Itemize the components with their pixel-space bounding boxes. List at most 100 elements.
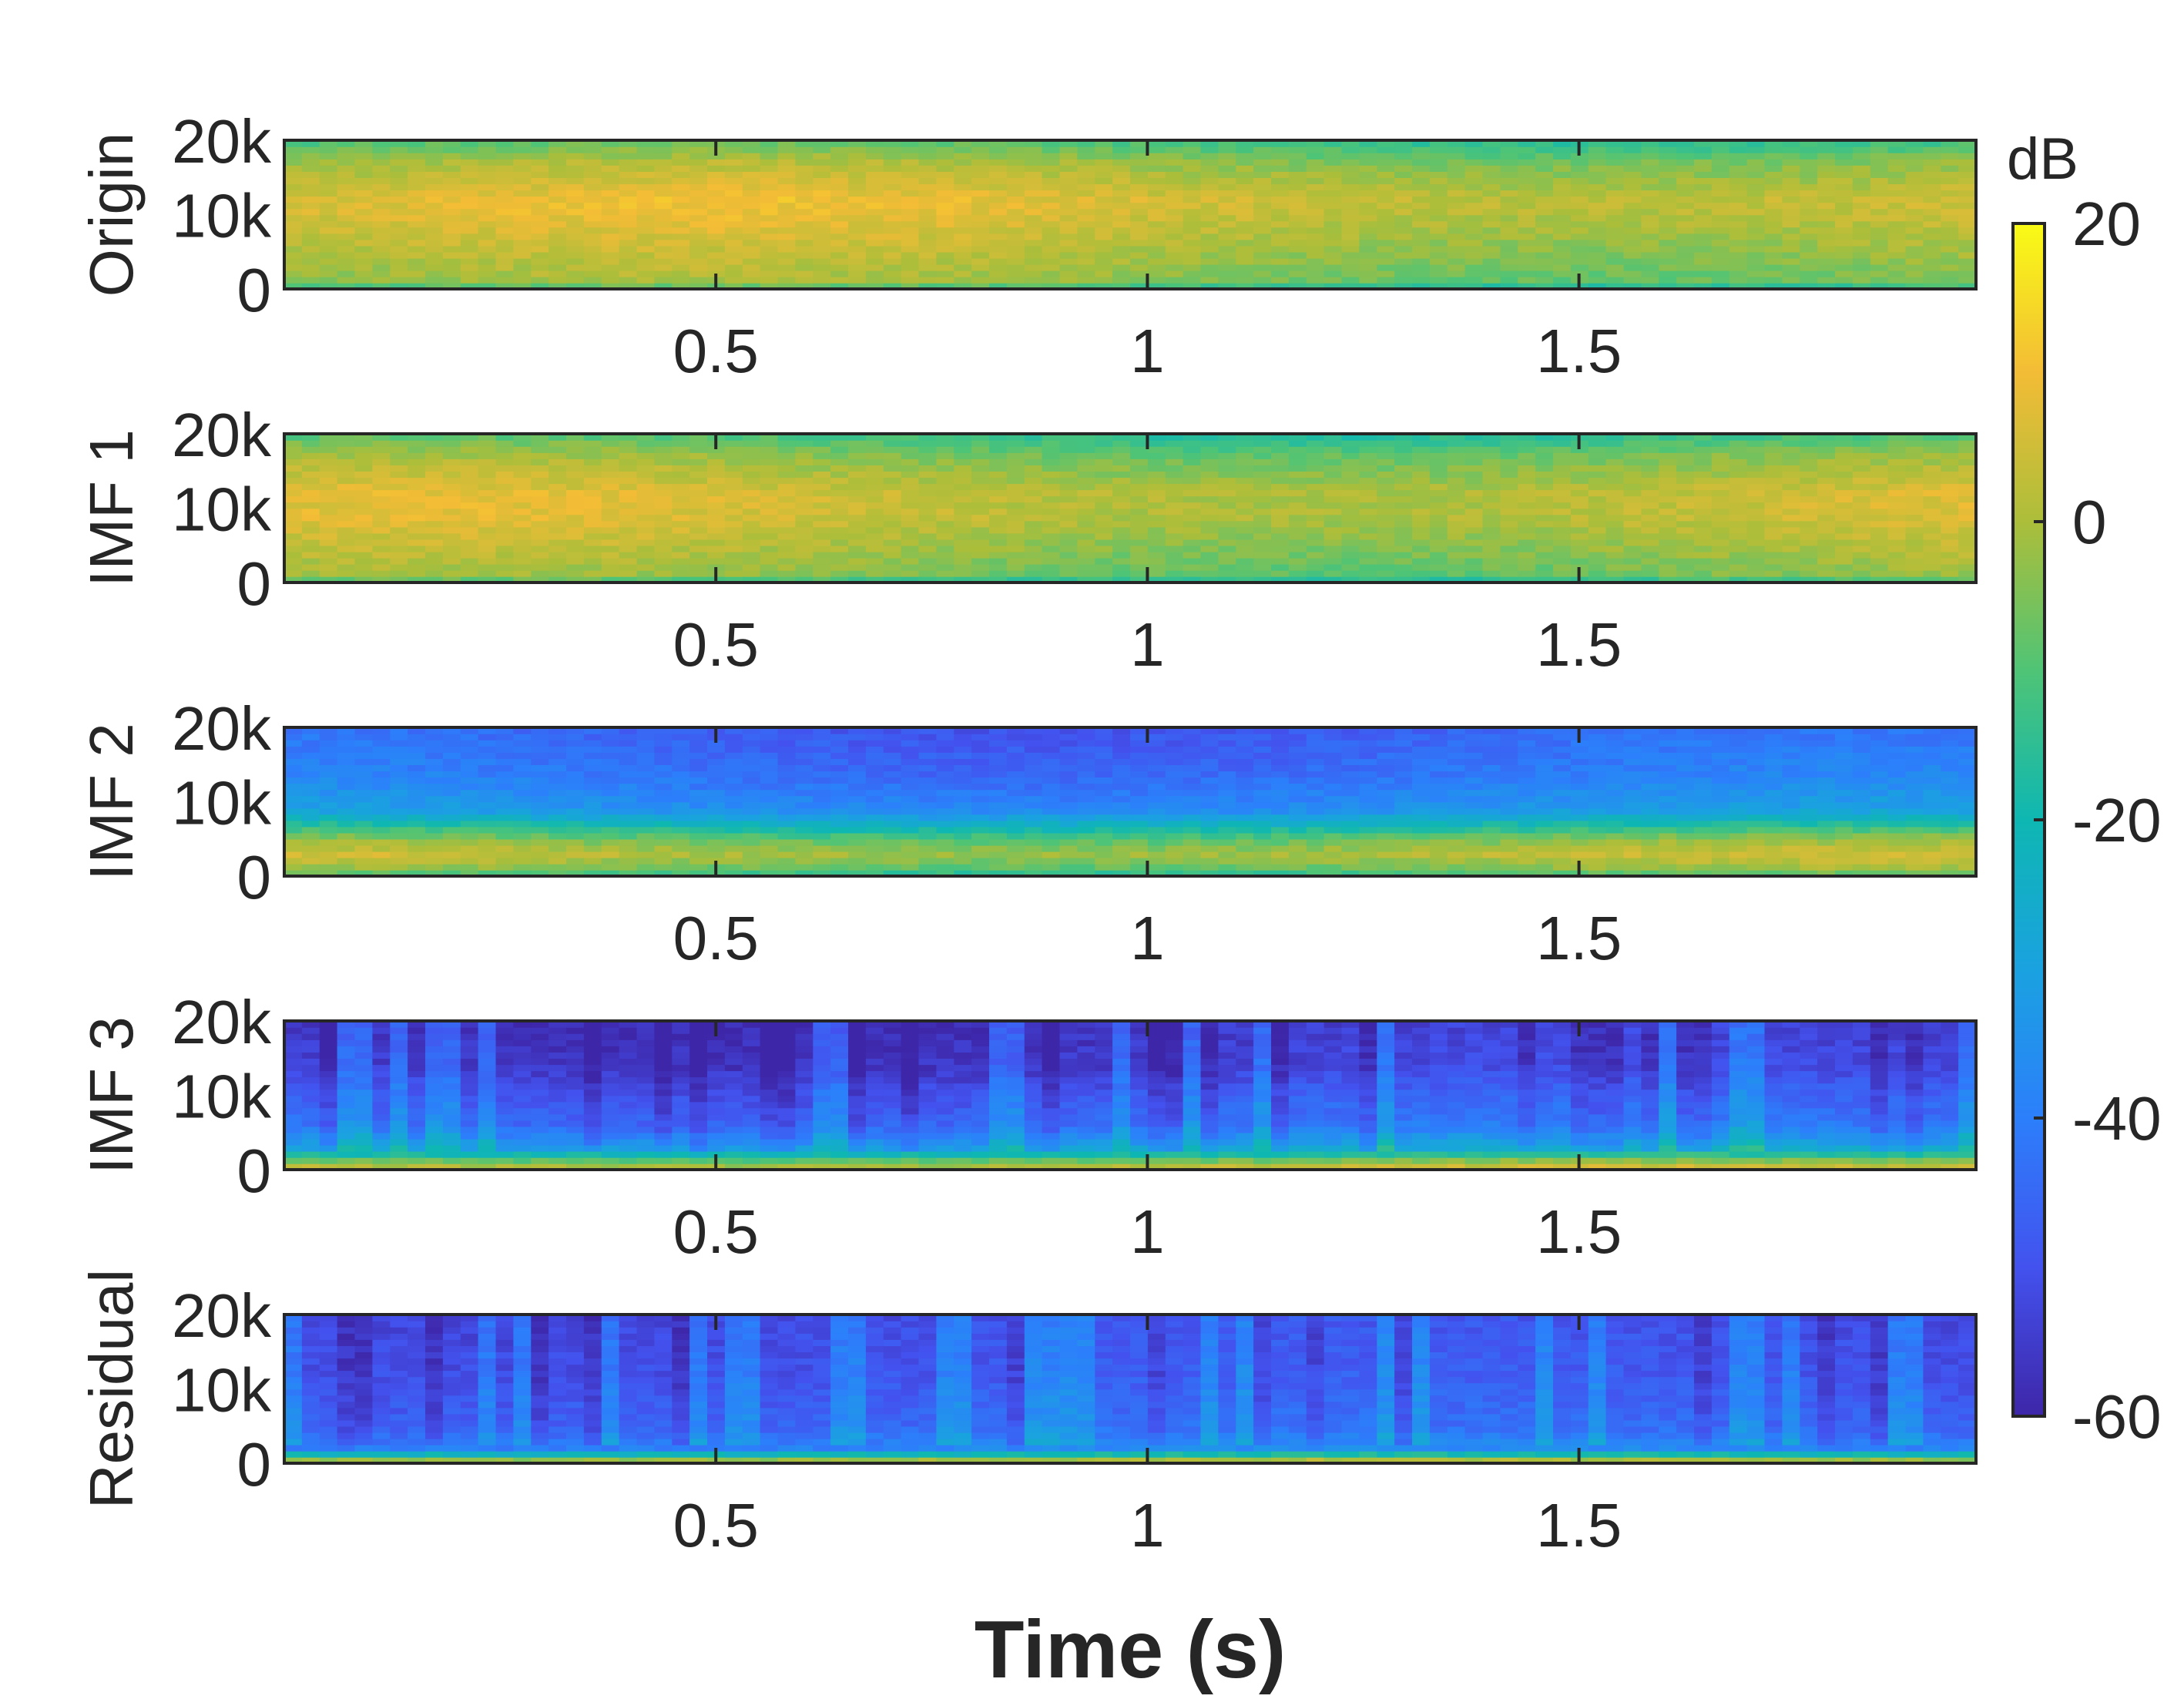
spectrogram-cell: [795, 539, 814, 546]
spectrogram-cell: [672, 171, 690, 178]
spectrogram-cell: [1923, 190, 1942, 197]
spectrogram-cell: [1852, 146, 1871, 153]
spectrogram-cell: [1676, 514, 1695, 522]
spectrogram-cell: [1905, 165, 1924, 172]
spectrogram-cell: [1429, 520, 1448, 528]
spectrogram-cell: [1271, 171, 1290, 178]
spectrogram-cell: [1077, 446, 1096, 453]
spectrogram-cell: [1518, 557, 1536, 565]
spectrogram-cell: [918, 264, 938, 271]
spectrogram-cell: [954, 576, 972, 583]
spectrogram-cell: [1588, 270, 1607, 277]
spectrogram-cell: [319, 740, 338, 747]
spectrogram-cell: [865, 214, 884, 222]
spectrogram-cell: [1500, 452, 1519, 459]
spectrogram-cell: [1570, 165, 1589, 172]
spectrogram-cell: [531, 826, 549, 834]
spectrogram-cell: [742, 227, 761, 234]
spectrogram-cell: [390, 257, 408, 265]
spectrogram-cell: [1377, 159, 1395, 166]
spectrogram-cell: [372, 489, 391, 497]
spectrogram-cell: [460, 276, 479, 284]
spectrogram-cell: [1482, 159, 1501, 166]
spectrogram-cell: [689, 177, 708, 185]
spectrogram-cell: [1535, 183, 1554, 191]
spectrogram-cell: [408, 177, 426, 185]
spectrogram-cell: [1341, 539, 1360, 546]
spectrogram-cell: [672, 569, 690, 577]
spectrogram-cell: [284, 452, 303, 459]
spectrogram-cell: [1200, 165, 1219, 172]
spectrogram-cell: [1059, 208, 1079, 216]
spectrogram-cell: [354, 202, 374, 210]
spectrogram-cell: [1341, 165, 1360, 172]
spectrogram-cell: [1676, 196, 1695, 203]
spectrogram-cell: [1887, 563, 1907, 571]
spectrogram-cell: [390, 832, 408, 840]
spectrogram-cell: [1059, 557, 1079, 565]
spectrogram-cell: [1253, 257, 1272, 265]
spectrogram-cell: [777, 465, 797, 472]
spectrogram-cell: [531, 214, 549, 222]
spectrogram-cell: [1077, 557, 1096, 565]
spectrogram-cell: [707, 183, 726, 191]
spectrogram-cell: [1077, 545, 1096, 552]
spectrogram-cell: [425, 159, 444, 166]
spectrogram-cell: [1694, 434, 1713, 441]
spectrogram-cell: [954, 557, 972, 565]
spectrogram-cell: [549, 214, 567, 222]
spectrogram-cell: [1623, 532, 1642, 540]
spectrogram-cell: [1200, 239, 1219, 247]
spectrogram-cell: [1905, 177, 1924, 185]
spectrogram-cell: [460, 863, 479, 871]
spectrogram-cell: [478, 220, 497, 228]
spectrogram-cell: [319, 452, 338, 459]
spectrogram-cell: [795, 153, 814, 159]
spectrogram-cell: [672, 532, 690, 540]
spectrogram-cell: [1782, 159, 1801, 166]
spectrogram-cell: [1147, 495, 1166, 503]
spectrogram-cell: [795, 489, 814, 497]
spectrogram-cell: [1183, 545, 1202, 552]
spectrogram-cell: [1870, 196, 1889, 203]
spectrogram-cell: [918, 283, 938, 290]
spectrogram-cell: [795, 458, 814, 465]
spectrogram-cell: [425, 851, 444, 858]
spectrogram-cell: [1764, 465, 1783, 472]
spectrogram-cell: [1958, 465, 1977, 472]
spectrogram-cell: [918, 214, 938, 222]
spectrogram-cell: [284, 870, 303, 877]
spectrogram-cell: [707, 220, 726, 228]
spectrogram-cell: [1764, 171, 1783, 178]
spectrogram-cell: [583, 483, 602, 491]
spectrogram-cell: [654, 257, 673, 265]
spectrogram-cell: [1958, 545, 1977, 552]
spectrogram-cell: [760, 196, 779, 203]
spectrogram-cell: [1024, 465, 1043, 472]
spectrogram-cell: [1923, 508, 1942, 515]
spectrogram-cell: [954, 483, 972, 491]
spectrogram-cell: [337, 820, 356, 828]
spectrogram-cell: [777, 434, 797, 441]
spectrogram-cell: [1694, 471, 1713, 478]
spectrogram-cell: [442, 146, 461, 153]
spectrogram-cell: [1341, 227, 1360, 234]
spectrogram-cell: [971, 452, 990, 459]
spectrogram-cell: [1377, 551, 1395, 559]
spectrogram-cell: [301, 783, 320, 791]
spectrogram-cell: [1042, 576, 1061, 583]
spectrogram-cell: [1553, 514, 1572, 522]
spectrogram-cell: [1782, 251, 1801, 259]
spectrogram-cell: [654, 495, 673, 503]
spectrogram-cell: [1183, 239, 1202, 247]
spectrogram-cell: [337, 264, 356, 271]
spectrogram-cell: [1887, 239, 1907, 247]
spectrogram-cell: [1852, 196, 1871, 203]
spectrogram-cell: [813, 465, 831, 472]
spectrogram-cell: [1623, 233, 1642, 240]
spectrogram-cell: [1923, 434, 1942, 441]
spectrogram-cell: [760, 264, 779, 271]
spectrogram-cell: [372, 795, 391, 803]
spectrogram-cell: [1042, 489, 1061, 497]
spectrogram-cell: [1782, 508, 1801, 515]
